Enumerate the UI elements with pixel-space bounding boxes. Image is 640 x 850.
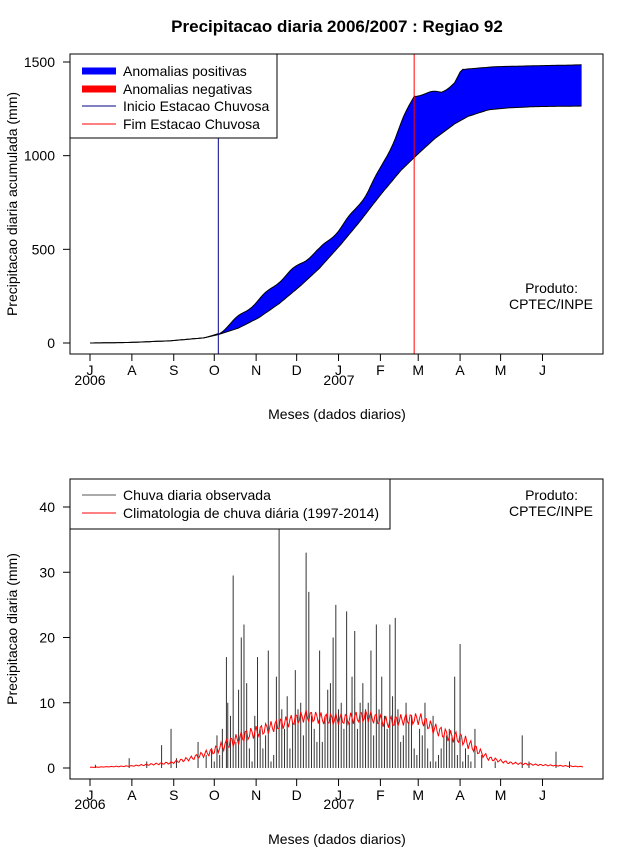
y-axis-label: Precipitacao diaria (mm) [4, 553, 20, 705]
x-tick-label: S [169, 362, 178, 378]
legend: Chuva diaria observada Climatologia de c… [69, 478, 391, 530]
y-tick-label: 500 [32, 241, 56, 257]
climatology-daily-line [89, 709, 584, 768]
x-tick-label: J [335, 362, 342, 378]
legend-label-positive: Anomalias positivas [123, 63, 247, 79]
x-tick-label: M [412, 362, 424, 378]
x-tick-label: F [376, 362, 385, 378]
x-axis-label: Meses (dados diarios) [268, 831, 406, 847]
x-tick-label: D [292, 362, 302, 378]
year-label-2006: 2006 [74, 372, 105, 388]
y-tick-label: 10 [39, 695, 55, 711]
legend-box [69, 478, 391, 530]
x-tick-label: M [495, 787, 507, 803]
y-axis: 0 10 20 30 40 [39, 499, 71, 776]
daily-chart: J A S O N D J F M A M J 0 10 20 30 40 2006 2007 Meses (… [4, 478, 604, 847]
y-tick-label: 20 [39, 630, 55, 646]
y-tick-label: 30 [39, 564, 55, 580]
legend-label-climatology: Climatologia de chuva diária (1997-2014) [123, 505, 379, 521]
legend: Anomalias positivas Anomalias negativas … [69, 53, 278, 139]
product-name: CPTEC/INPE [509, 296, 593, 312]
x-tick-label: N [251, 362, 261, 378]
y-tick-label: 0 [47, 760, 55, 776]
x-tick-label: A [127, 787, 137, 803]
x-tick-label: D [292, 787, 302, 803]
x-tick-label: N [251, 787, 261, 803]
x-tick-label: O [209, 362, 220, 378]
product-label: Produto: [525, 280, 578, 296]
legend-label-start: Inicio Estacao Chuvosa [123, 98, 270, 114]
positive-anomaly-area [90, 64, 582, 344]
x-tick-label: O [209, 787, 220, 803]
y-axis-label: Precipitacao diaria acumulada (mm) [4, 92, 20, 316]
x-tick-label: J [335, 787, 342, 803]
chart-title: Precipitacao diaria 2006/2007 : Regiao 9… [171, 17, 503, 36]
year-label-2006: 2006 [74, 796, 105, 812]
x-tick-label: A [455, 362, 465, 378]
x-tick-label: F [376, 787, 385, 803]
x-tick-label: J [539, 787, 546, 803]
x-tick-label: S [169, 787, 178, 803]
y-tick-label: 0 [47, 335, 55, 351]
x-axis-label: Meses (dados diarios) [268, 406, 406, 422]
x-tick-label: M [495, 362, 507, 378]
year-label-2007: 2007 [323, 796, 354, 812]
x-tick-label: A [455, 787, 465, 803]
x-tick-label: J [539, 362, 546, 378]
cumulative-chart: Precipitacao diaria 2006/2007 : Regiao 9… [4, 17, 604, 422]
climatology-cumulative-line [90, 105, 582, 344]
product-label: Produto: [525, 487, 578, 503]
x-tick-label: J [87, 787, 94, 803]
daily-plot-area [89, 480, 584, 768]
legend-label-observed: Chuva diaria observada [123, 487, 271, 503]
legend-label-end: Fim Estacao Chuvosa [123, 116, 260, 132]
y-axis: 0 500 1000 1500 [24, 54, 71, 351]
legend-label-negative: Anomalias negativas [123, 81, 252, 97]
x-tick-label: A [127, 362, 137, 378]
product-name: CPTEC/INPE [509, 503, 593, 519]
x-tick-label: M [412, 787, 424, 803]
y-tick-label: 1500 [24, 54, 55, 70]
y-tick-label: 40 [39, 499, 55, 515]
x-tick-label: J [87, 362, 94, 378]
year-label-2007: 2007 [323, 372, 354, 388]
y-tick-label: 1000 [24, 148, 55, 164]
